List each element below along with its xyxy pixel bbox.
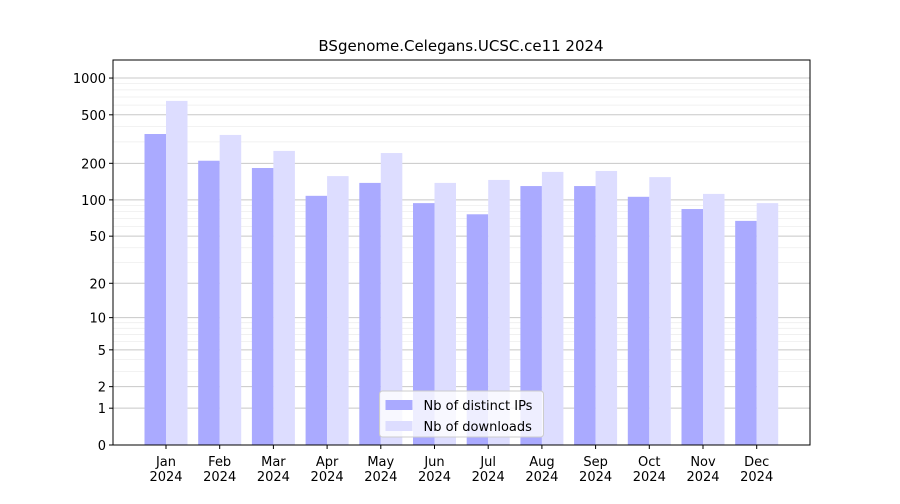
legend-label: Nb of distinct IPs: [424, 399, 533, 414]
x-tick-label: 2024: [740, 470, 773, 485]
y-tick-label: 10: [89, 312, 106, 327]
x-tick-label: 2024: [257, 470, 290, 485]
bar: [166, 100, 188, 445]
x-tick-label: May: [367, 455, 394, 470]
x-tick-label: Jun: [423, 455, 444, 470]
x-tick-label: Jul: [479, 455, 496, 470]
x-tick-label: 2024: [364, 470, 397, 485]
y-tick-label: 1000: [73, 72, 106, 87]
y-tick-label: 50: [89, 230, 106, 245]
bar: [520, 186, 542, 446]
x-tick-label: Mar: [261, 455, 286, 470]
bar: [649, 177, 671, 445]
bar: [273, 150, 295, 446]
y-tick-label: 5: [98, 344, 106, 359]
plot-frame: [112, 59, 811, 446]
y-tick-label: 1: [98, 402, 106, 417]
x-tick-label: 2024: [525, 470, 558, 485]
x-tick-label: Sep: [583, 455, 608, 470]
bar: [434, 182, 456, 446]
legend-box: [379, 390, 544, 438]
y-tick-label: 2: [98, 381, 106, 396]
x-tick-label: Dec: [744, 455, 769, 470]
bar: [541, 171, 564, 446]
bar: [144, 134, 166, 445]
x-tick-label: 2024: [418, 470, 451, 485]
legend-swatch: [385, 400, 413, 410]
x-tick-label: 2024: [472, 470, 505, 485]
x-tick-label: Nov: [690, 455, 716, 470]
x-tick-label: 2024: [311, 470, 344, 485]
y-tick-label: 0: [98, 439, 106, 454]
y-tick-label: 20: [89, 277, 106, 292]
legend-swatch: [385, 421, 413, 431]
bar: [219, 134, 242, 445]
x-tick-label: 2024: [633, 470, 666, 485]
x-tick-label: 2024: [579, 470, 612, 485]
bar: [756, 203, 779, 445]
bar: [681, 209, 703, 445]
bar: [703, 193, 725, 445]
x-tick-label: 2024: [203, 470, 236, 485]
x-tick-label: 2024: [149, 470, 182, 485]
bar: [359, 182, 381, 446]
bar: [198, 160, 220, 445]
x-tick-label: 2024: [686, 470, 719, 485]
bar: [251, 168, 274, 445]
chart-title: BSgenome.Celegans.UCSC.ce11 2024: [318, 37, 603, 55]
bar: [574, 186, 596, 446]
bar: [488, 179, 510, 445]
bar: [735, 220, 757, 445]
bar: [380, 153, 403, 445]
x-tick-label: Jan: [155, 455, 176, 470]
bar: [595, 170, 618, 445]
x-tick-label: Aug: [529, 455, 554, 470]
bar: [305, 195, 328, 445]
y-tick-label: 200: [81, 157, 106, 172]
bar: [413, 203, 435, 445]
y-tick-label: 100: [81, 194, 106, 209]
x-tick-label: Feb: [208, 455, 231, 470]
bar: [466, 214, 489, 445]
y-tick-label: 500: [81, 109, 106, 124]
legend-label: Nb of downloads: [424, 420, 533, 435]
x-tick-label: Oct: [638, 455, 660, 470]
bar: [627, 196, 650, 445]
bar: [327, 176, 349, 445]
x-tick-label: Apr: [316, 455, 339, 470]
